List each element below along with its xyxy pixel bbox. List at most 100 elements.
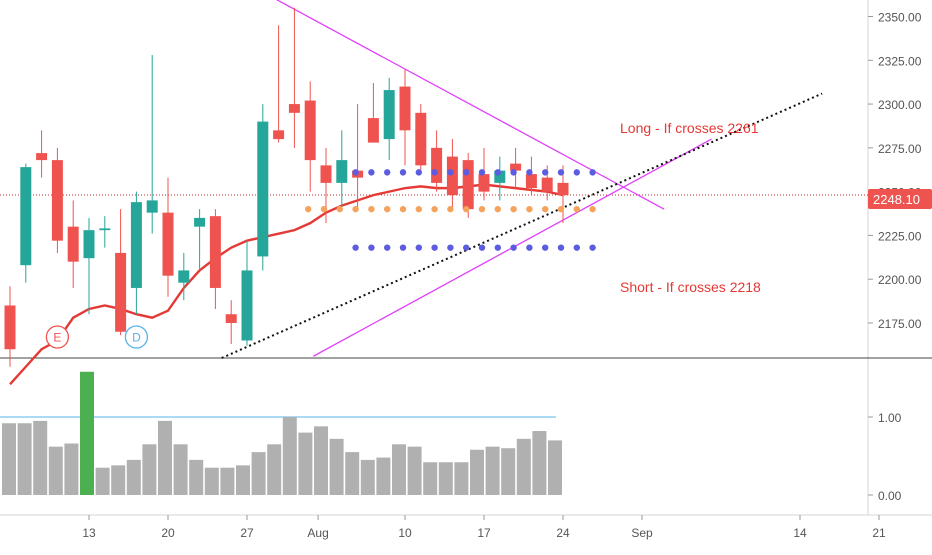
candle-body[interactable] [146,200,158,213]
trendline-layer[interactable] [221,0,823,359]
level-dots-layer [305,169,596,251]
price-tick-label: 2175.00 [878,317,922,331]
volume-bar[interactable] [48,446,63,495]
time-tick-label: Aug [307,526,328,540]
candle-body[interactable] [51,160,63,241]
candle-body[interactable] [557,182,569,196]
trendline-1[interactable] [275,0,665,210]
volume-bar[interactable] [236,465,250,495]
volume-bar[interactable] [548,440,562,495]
volume-bar[interactable] [111,465,126,495]
candle-body[interactable] [178,270,190,283]
level-dot [431,169,438,176]
candle-body[interactable] [399,86,411,131]
candle-body[interactable] [36,153,48,161]
candle-body[interactable] [525,174,537,189]
volume-bar[interactable] [80,371,94,495]
candle-body[interactable] [383,90,395,140]
level-dot [526,244,533,251]
volume-bar[interactable] [423,462,438,495]
event-marker-d[interactable] [124,325,149,349]
volume-bar[interactable] [314,426,328,495]
annotation-short: Short - If crosses 2218 [620,279,761,295]
volume-bar[interactable] [158,420,172,495]
volume-bar[interactable] [282,417,297,495]
candle-body[interactable] [336,160,348,183]
time-tick-label: 24 [556,526,570,540]
candle-body[interactable] [478,174,490,192]
candle-body[interactable] [304,100,316,161]
candle-body[interactable] [162,212,174,276]
volume-bar[interactable] [95,467,110,495]
level-dot [589,169,596,176]
volume-bar[interactable] [173,444,188,495]
event-marker-e[interactable] [45,325,70,349]
candle-body[interactable] [494,170,506,183]
candle-body[interactable] [367,118,379,143]
volume-bar[interactable] [392,444,406,495]
volume-bar[interactable] [501,448,516,495]
candle-body[interactable] [67,226,79,262]
candle-body[interactable] [20,167,32,266]
candle-body[interactable] [257,121,269,257]
candle-body[interactable] [462,160,474,210]
volume-bar[interactable] [251,452,266,495]
current-price-badge-bg [868,189,932,209]
volume-bar[interactable] [329,438,344,495]
trendline-3[interactable] [221,92,823,359]
volume-bar[interactable] [485,446,500,495]
moving-average-layer [9,183,564,386]
level-dot [447,169,454,176]
candlestick-layer[interactable] [4,7,569,367]
price-tick-label: 2325.00 [878,54,922,68]
level-dot [478,205,486,213]
candle-body[interactable] [83,230,95,259]
volume-bar[interactable] [220,467,235,495]
volume-bar[interactable] [298,432,313,495]
volume-bar[interactable] [126,459,141,495]
volume-bar[interactable] [407,446,422,495]
volume-bar[interactable] [532,431,547,495]
candle-body[interactable] [415,112,427,166]
candle-body[interactable] [99,228,111,231]
level-dot [336,205,343,213]
level-dot [352,205,359,213]
candle-body[interactable] [4,305,16,350]
volume-bar[interactable] [470,449,484,495]
candle-body[interactable] [320,165,332,183]
volume-bar[interactable] [438,462,453,495]
candle-body[interactable] [209,216,221,288]
volume-bar[interactable] [142,444,157,495]
volume-bar[interactable] [454,462,469,495]
volume-bar[interactable] [2,423,16,495]
volume-bar[interactable] [33,420,48,495]
level-dot [478,169,486,176]
level-dot [415,169,422,176]
volume-bar[interactable] [189,459,204,495]
volume-bar[interactable] [17,423,32,495]
volume-bar[interactable] [345,452,360,495]
candle-body[interactable] [194,217,206,227]
candle-body[interactable] [446,156,458,196]
candle-body[interactable] [510,163,522,171]
volume-bar[interactable] [204,467,219,495]
candle-body[interactable] [241,270,253,341]
candle-body[interactable] [225,314,237,323]
candle-body[interactable] [288,104,300,113]
volume-layer[interactable] [0,371,562,495]
candle-body[interactable] [273,130,285,140]
candle-body[interactable] [541,177,553,192]
candle-body[interactable] [431,147,443,183]
time-tick-label: 27 [240,526,254,540]
volume-bar[interactable] [516,438,531,495]
volume-bar[interactable] [360,459,375,495]
volume-bar[interactable] [376,457,391,495]
volume-bar[interactable] [64,443,79,495]
candle-body[interactable] [130,202,142,288]
candle-body[interactable] [115,252,127,332]
volume-bar[interactable] [267,444,282,495]
level-dot [494,244,501,251]
